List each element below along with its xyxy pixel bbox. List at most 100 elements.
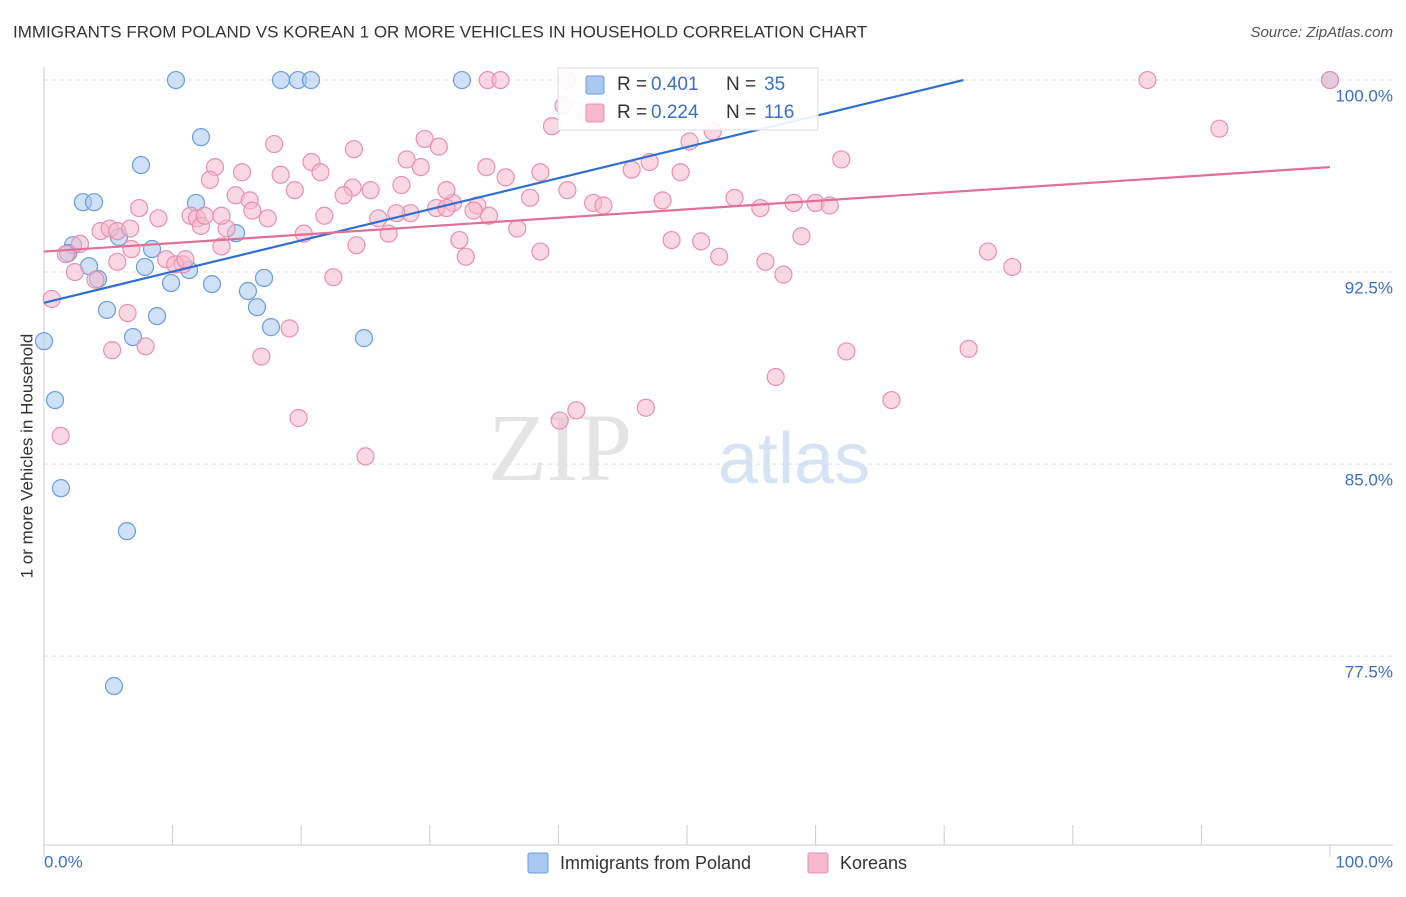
y-tick-label: 85.0% xyxy=(1345,471,1393,490)
point xyxy=(496,168,515,187)
legend-n-label: N = xyxy=(726,74,756,95)
legend-swatch xyxy=(585,103,605,123)
point xyxy=(232,163,252,182)
point xyxy=(51,426,70,446)
legend-n: 35 xyxy=(764,74,785,95)
point xyxy=(147,306,167,326)
point xyxy=(354,329,374,348)
point xyxy=(65,262,84,282)
point xyxy=(356,447,375,466)
point xyxy=(531,242,550,261)
point xyxy=(452,70,472,90)
point xyxy=(108,252,127,271)
point xyxy=(252,347,271,366)
point xyxy=(117,522,137,541)
point xyxy=(622,160,641,179)
point xyxy=(103,341,122,360)
legend-r-label: R = xyxy=(617,102,647,123)
point xyxy=(567,401,586,420)
legend-swatch xyxy=(527,852,549,874)
legend-r: 0.224 xyxy=(651,102,699,123)
point xyxy=(361,181,380,200)
point xyxy=(464,201,483,220)
y-tick-label: 92.5% xyxy=(1345,279,1393,298)
point xyxy=(766,367,785,387)
point xyxy=(45,390,65,410)
point xyxy=(56,245,75,264)
point xyxy=(84,193,104,212)
point xyxy=(243,201,262,220)
legend-r: 0.401 xyxy=(651,74,699,95)
point xyxy=(200,170,219,189)
point xyxy=(271,165,290,184)
point xyxy=(258,209,277,228)
point xyxy=(212,206,231,225)
legend-label: Immigrants from Poland xyxy=(560,853,751,873)
point xyxy=(202,274,222,294)
point xyxy=(521,188,540,207)
point xyxy=(710,247,729,266)
point xyxy=(176,250,195,269)
watermark: ZIP xyxy=(488,394,632,501)
point xyxy=(131,155,151,175)
y-tick-label: 77.5% xyxy=(1345,663,1393,682)
point xyxy=(837,342,856,361)
point xyxy=(662,230,681,250)
point xyxy=(324,268,343,287)
point xyxy=(344,140,364,159)
legend-label: Koreans xyxy=(840,853,907,873)
point xyxy=(265,134,284,154)
point xyxy=(671,163,690,182)
point xyxy=(334,186,353,205)
point xyxy=(238,281,258,301)
point xyxy=(1210,119,1229,138)
point xyxy=(247,298,267,317)
point xyxy=(123,327,143,347)
point xyxy=(508,219,527,238)
point xyxy=(280,319,299,338)
point xyxy=(86,270,105,289)
x-tick-label: 0.0% xyxy=(44,852,83,871)
chart-title: IMMIGRANTS FROM POLAND VS KOREAN 1 OR MO… xyxy=(13,22,867,41)
point xyxy=(397,150,416,169)
point xyxy=(429,137,448,156)
point xyxy=(285,181,304,200)
point xyxy=(653,191,672,210)
point xyxy=(692,232,711,251)
point xyxy=(135,257,155,277)
point xyxy=(978,242,998,261)
point xyxy=(104,676,124,696)
legend-r-label: R = xyxy=(617,74,647,95)
point xyxy=(191,128,211,147)
point xyxy=(411,157,430,177)
source: Source: ZipAtlas.com xyxy=(1250,24,1393,41)
point xyxy=(456,247,475,266)
point xyxy=(774,265,793,284)
point xyxy=(311,163,330,182)
point xyxy=(882,390,901,410)
point xyxy=(161,273,181,293)
trend-line xyxy=(43,78,964,304)
point xyxy=(725,188,744,207)
point xyxy=(491,70,510,90)
point xyxy=(392,175,411,195)
point xyxy=(149,209,168,228)
point xyxy=(636,398,655,417)
point xyxy=(212,237,231,256)
point xyxy=(751,198,770,218)
point xyxy=(477,157,496,177)
point xyxy=(437,181,456,200)
point xyxy=(1003,257,1022,277)
point xyxy=(97,300,117,320)
point xyxy=(531,163,550,182)
point xyxy=(1138,70,1157,90)
legend-n: 116 xyxy=(764,102,794,123)
y-axis-label: 1 or more Vehicles in Household xyxy=(17,334,36,579)
point xyxy=(34,332,54,351)
point xyxy=(121,219,140,238)
point xyxy=(118,303,137,323)
point xyxy=(347,236,366,255)
point xyxy=(261,318,281,337)
point xyxy=(550,411,569,430)
